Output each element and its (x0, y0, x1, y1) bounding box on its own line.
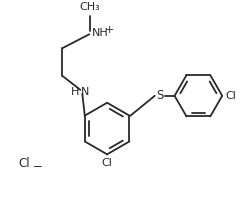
Text: Cl: Cl (102, 158, 113, 168)
Text: −: − (33, 160, 43, 173)
Text: Cl: Cl (19, 157, 30, 170)
Text: CH₃: CH₃ (80, 2, 101, 12)
Text: S: S (156, 89, 163, 102)
Text: H: H (71, 87, 79, 97)
Text: N: N (81, 87, 90, 97)
Text: NH: NH (92, 28, 109, 38)
Text: +: + (105, 25, 114, 35)
Text: Cl: Cl (225, 91, 236, 101)
